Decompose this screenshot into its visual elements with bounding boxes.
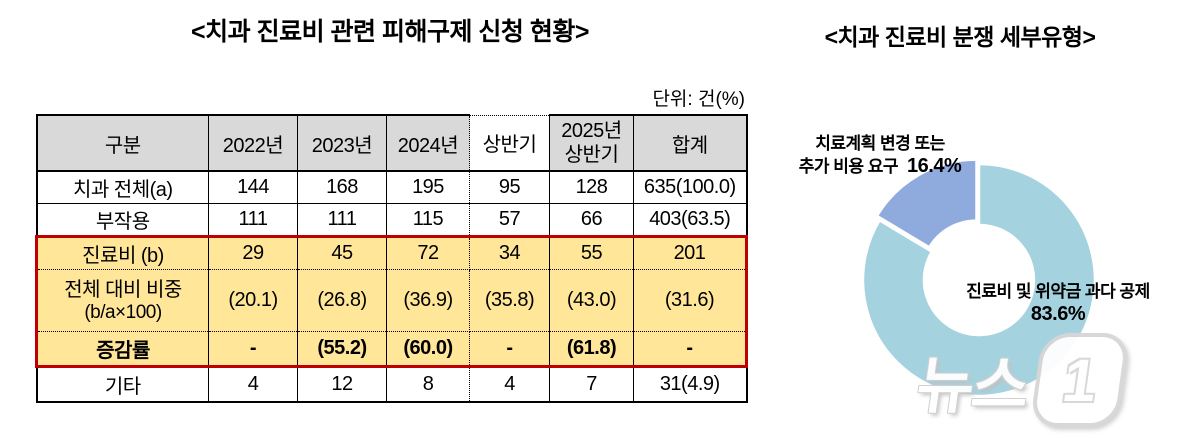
col-header-gubun: 구분 — [36, 114, 209, 172]
slice-pct-small: 16.4% — [907, 155, 962, 178]
table-cell: 95 — [469, 170, 550, 204]
header-row: 구분 2022년 2023년 2024년 상반기 2025년 상반기 합계 — [36, 114, 747, 172]
table-cell: 128 — [549, 170, 634, 204]
table-cell: 8 — [386, 366, 470, 402]
table-cell: 115 — [386, 203, 470, 237]
table-row-treatment-cost: 진료비 (b) 29 45 72 34 55 201 — [35, 235, 748, 270]
slice-pct-large: 83.6% — [1030, 303, 1086, 326]
table-cell: 72 — [386, 235, 470, 270]
slice-label-large-text: 진료비 및 위약금 과다 공제 — [966, 282, 1150, 301]
table-row-side-effects: 부작용 111 111 115 57 66 403(63.5) — [36, 203, 747, 237]
table-cell: (55.2) — [297, 331, 387, 368]
table-cell: 7 — [549, 366, 634, 402]
table-title: <치과 진료비 관련 피해구제 신청 현황> — [191, 18, 589, 46]
table-cell: 201 — [633, 235, 748, 270]
col-header-2025-line2: 상반기 — [564, 144, 619, 166]
table-row-share-of-total: 전체 대비 비중 (b/a×100) (20.1) (26.8) (36.9) … — [35, 269, 748, 332]
table-cell: 34 — [469, 235, 550, 270]
table-cell: - — [633, 331, 748, 368]
slice-label-large: 진료비 및 위약금 과다 공제 83.6% — [938, 282, 1178, 326]
col-header-2025h1: 2025년 상반기 — [549, 114, 634, 172]
col-header-2024: 2024년 — [386, 114, 470, 172]
col-header-2022: 2022년 — [208, 114, 298, 172]
col-header-h1: 상반기 — [469, 114, 550, 172]
table-cell: - — [469, 331, 550, 368]
relief-status-table: 구분 2022년 2023년 2024년 상반기 2025년 상반기 합계 치과… — [35, 114, 748, 403]
slice-label-small-line2: 추가 비용 요구 16.4% — [798, 155, 962, 178]
row-label-line1: 전체 대비 비중 — [64, 278, 182, 301]
table-cell: 57 — [469, 203, 550, 237]
row-label: 증감률 — [35, 331, 209, 368]
row-label: 진료비 (b) — [35, 235, 209, 270]
row-label: 부작용 — [36, 203, 209, 237]
table-cell: (36.9) — [386, 269, 470, 332]
donut-chart: 치료계획 변경 또는 추가 비용 요구 16.4% 진료비 및 위약금 과다 공제… — [780, 100, 1182, 436]
table-cell: 635(100.0) — [633, 170, 747, 204]
row-label: 전체 대비 비중 (b/a×100) — [35, 269, 209, 332]
donut-slice-small — [875, 158, 978, 249]
table-cell: (26.8) — [297, 269, 387, 332]
table-cell: 111 — [297, 203, 387, 237]
row-label-line2: (b/a×100) — [84, 301, 162, 323]
table-cell: 168 — [297, 170, 387, 204]
table-cell: 111 — [208, 203, 298, 237]
table-cell: 195 — [386, 170, 470, 204]
col-header-2025-line1: 2025년 — [561, 120, 622, 142]
pie-chart-title: <치과 진료비 분쟁 세부유형> — [824, 24, 1096, 50]
table-cell: (20.1) — [208, 269, 298, 332]
table-row-dental-total: 치과 전체(a) 144 168 195 95 128 635(100.0) — [36, 170, 747, 204]
table-cell: 4 — [469, 366, 550, 402]
col-header-2023: 2023년 — [297, 114, 387, 172]
table-cell: 403(63.5) — [633, 203, 747, 237]
relief-status-table-wrap: 구분 2022년 2023년 2024년 상반기 2025년 상반기 합계 치과… — [35, 114, 748, 403]
table-cell: (60.0) — [386, 331, 470, 368]
table-cell: (43.0) — [549, 269, 634, 332]
table-cell: - — [208, 331, 298, 368]
table-cell: 144 — [208, 170, 298, 204]
row-label: 치과 전체(a) — [36, 170, 209, 204]
table-row-etc: 기타 4 12 8 4 7 31(4.9) — [36, 366, 747, 402]
unit-label: 단위: 건(%) — [652, 89, 745, 110]
table-cell: 12 — [297, 366, 387, 402]
table-cell: 66 — [549, 203, 634, 237]
table-cell: 45 — [297, 235, 387, 270]
table-cell: (61.8) — [549, 331, 634, 368]
col-header-total: 합계 — [633, 114, 747, 172]
table-row-growth-rate: 증감률 - (55.2) (60.0) - (61.8) - — [35, 331, 748, 368]
slice-label-small: 치료계획 변경 또는 추가 비용 요구 16.4% — [782, 134, 978, 178]
table-cell: (35.8) — [469, 269, 550, 332]
slice-label-small-line1: 치료계획 변경 또는 — [815, 134, 945, 153]
table-cell: 31(4.9) — [633, 366, 747, 402]
table-cell: 29 — [208, 235, 298, 270]
table-cell: 55 — [549, 235, 634, 270]
table-cell: (31.6) — [633, 269, 748, 332]
table-cell: 4 — [208, 366, 298, 402]
row-label: 기타 — [36, 366, 209, 402]
